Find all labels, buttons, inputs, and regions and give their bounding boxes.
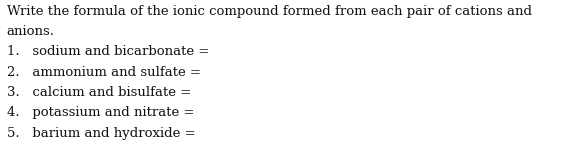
Text: anions.: anions. [7, 25, 55, 38]
Text: 4.   potassium and nitrate =: 4. potassium and nitrate = [7, 106, 194, 119]
Text: 2.   ammonium and sulfate =: 2. ammonium and sulfate = [7, 66, 201, 79]
Text: Write the formula of the ionic compound formed from each pair of cations and: Write the formula of the ionic compound … [7, 5, 532, 18]
Text: 3.   calcium and bisulfate =: 3. calcium and bisulfate = [7, 86, 191, 99]
Text: 5.   barium and hydroxide =: 5. barium and hydroxide = [7, 127, 195, 140]
Text: 1.   sodium and bicarbonate =: 1. sodium and bicarbonate = [7, 45, 209, 58]
